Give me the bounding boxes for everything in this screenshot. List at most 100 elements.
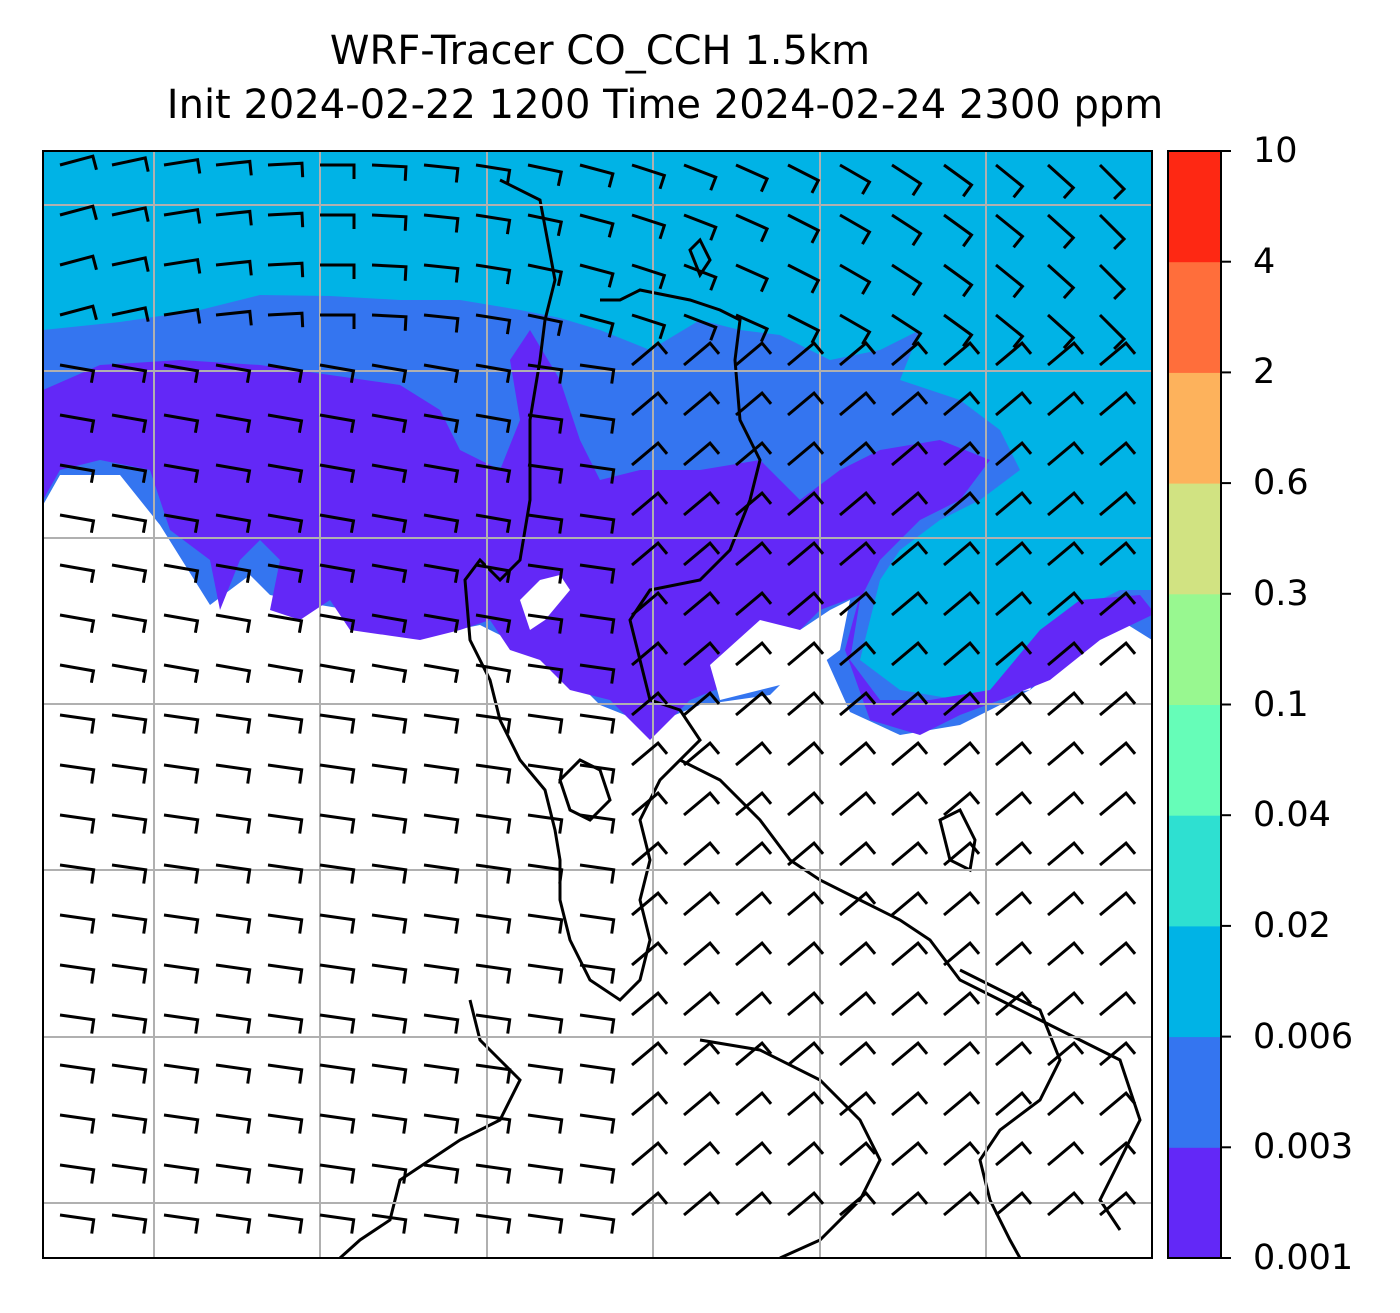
wind-barb bbox=[683, 1191, 721, 1217]
wind-barb bbox=[267, 161, 305, 178]
wind-barb bbox=[371, 613, 408, 633]
colorbar-band bbox=[1168, 925, 1221, 1038]
wind-barb bbox=[1099, 591, 1137, 617]
wind-barb bbox=[527, 213, 564, 237]
wind-barb bbox=[1099, 391, 1137, 417]
wind-barb bbox=[111, 563, 148, 583]
wind-barb bbox=[1047, 791, 1085, 817]
wind-barb bbox=[631, 391, 669, 417]
wind-barb bbox=[787, 313, 821, 344]
wind-barb bbox=[111, 256, 150, 272]
wind-barb bbox=[475, 263, 512, 285]
wind-barb bbox=[1047, 541, 1085, 567]
wind-barb bbox=[1099, 441, 1137, 467]
wind-barb bbox=[423, 513, 460, 533]
wind-barb bbox=[683, 441, 721, 467]
wind-barb bbox=[579, 1213, 616, 1234]
wind-barb bbox=[371, 1063, 408, 1084]
wind-barb bbox=[319, 1063, 356, 1084]
wind-barb bbox=[527, 863, 564, 884]
wind-barb bbox=[891, 313, 923, 347]
wind-barb bbox=[579, 963, 616, 984]
wind-barb bbox=[839, 591, 877, 617]
wind-barb bbox=[1047, 641, 1085, 667]
wind-barb bbox=[319, 663, 356, 683]
wind-barb bbox=[683, 741, 721, 767]
wind-barb bbox=[475, 363, 512, 383]
wind-barb bbox=[943, 591, 981, 617]
colorbar bbox=[1168, 151, 1221, 1259]
colorbar-band bbox=[1168, 483, 1221, 595]
wind-barb bbox=[320, 263, 356, 279]
wind-barb bbox=[891, 1191, 929, 1217]
wind-barb bbox=[839, 541, 877, 567]
wind-barb bbox=[59, 663, 96, 683]
wind-barb bbox=[631, 1141, 669, 1167]
wind-barb bbox=[735, 791, 773, 817]
wind-barb bbox=[371, 213, 408, 231]
wind-barb bbox=[943, 441, 981, 467]
wind-barb bbox=[215, 1063, 252, 1084]
wind-barb bbox=[267, 513, 304, 533]
wind-barb bbox=[215, 713, 252, 734]
wind-barb bbox=[111, 1163, 148, 1184]
wind-barb bbox=[111, 1113, 148, 1134]
wind-barb bbox=[215, 913, 252, 934]
wind-barb bbox=[683, 891, 721, 917]
map-panel bbox=[43, 151, 1152, 1258]
wind-barb bbox=[423, 363, 460, 383]
wind-barb bbox=[787, 791, 825, 817]
wind-barb bbox=[839, 691, 877, 717]
wind-barb bbox=[59, 363, 96, 383]
wind-barb bbox=[423, 313, 460, 333]
wind-barb bbox=[891, 691, 929, 717]
wind-barb bbox=[475, 513, 512, 533]
wind-barb bbox=[319, 813, 356, 834]
wind-barb bbox=[215, 863, 252, 884]
wind-barb bbox=[111, 1213, 148, 1234]
wind-barb bbox=[1047, 591, 1085, 617]
wind-barb bbox=[59, 1113, 96, 1134]
wind-barb bbox=[683, 263, 718, 291]
wind-barb bbox=[943, 313, 974, 348]
wind-barb bbox=[423, 463, 460, 483]
wind-barb bbox=[579, 613, 616, 634]
wind-barb bbox=[1046, 213, 1076, 250]
clear-region-1 bbox=[710, 600, 850, 700]
wind-barb bbox=[475, 1213, 512, 1234]
wind-barb bbox=[111, 306, 150, 322]
wind-barb bbox=[371, 463, 408, 483]
wind-barb bbox=[319, 963, 356, 984]
wind-barb bbox=[1047, 1091, 1085, 1117]
wind-barb bbox=[787, 1091, 825, 1117]
wind-barb bbox=[163, 613, 200, 633]
wind-barb bbox=[111, 713, 148, 734]
wind-barb bbox=[475, 1163, 512, 1184]
colorbar-tick-label: 2 bbox=[1253, 352, 1276, 393]
wind-barb bbox=[319, 463, 356, 483]
wind-barb bbox=[1099, 541, 1137, 567]
wind-barb bbox=[59, 613, 96, 633]
wind-barb bbox=[995, 1091, 1033, 1117]
wind-barb bbox=[1047, 691, 1085, 717]
wind-barb bbox=[163, 207, 202, 224]
wind-barb bbox=[943, 791, 981, 817]
wind-barb bbox=[527, 1113, 564, 1134]
wind-barb bbox=[683, 691, 721, 717]
wind-barb bbox=[839, 213, 872, 245]
wind-barb bbox=[579, 363, 616, 384]
wind-barb bbox=[683, 941, 721, 967]
wind-barb bbox=[163, 257, 202, 274]
colorbar-band bbox=[1168, 704, 1221, 816]
wind-barb bbox=[319, 363, 356, 383]
wind-barb bbox=[111, 1063, 148, 1084]
wind-barb bbox=[1047, 441, 1085, 467]
wind-barb bbox=[319, 863, 356, 884]
wind-barb bbox=[111, 1013, 148, 1034]
wind-barb bbox=[787, 991, 825, 1017]
wind-barb bbox=[319, 1113, 356, 1134]
wind-barb bbox=[1099, 1091, 1137, 1117]
wind-barb bbox=[995, 791, 1033, 817]
wind-barb bbox=[111, 413, 148, 433]
wind-barb bbox=[320, 313, 356, 329]
